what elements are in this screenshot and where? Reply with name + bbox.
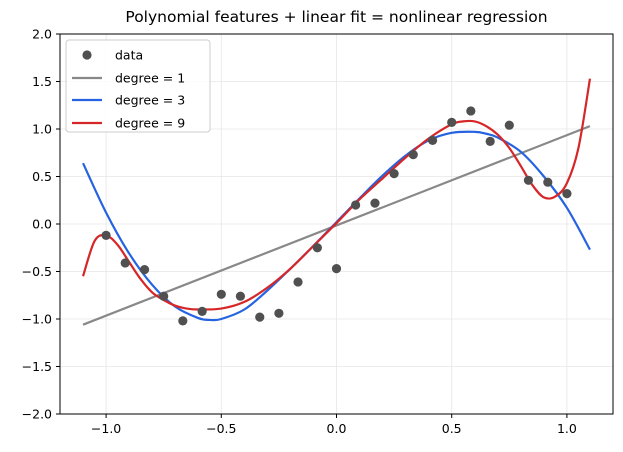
x-tick-label: 1.0 [557,421,577,436]
data-point [312,243,322,253]
data-point [447,117,457,127]
data-point [485,136,495,146]
data-point [543,177,553,187]
x-tick-label: 0.0 [327,421,347,436]
chart-title: Polynomial features + linear fit = nonli… [125,8,548,26]
data-point [562,189,572,199]
y-tick-label: 1.5 [32,74,52,89]
y-tick-label: 0.5 [32,169,52,184]
data-point [120,258,130,268]
data-point [466,106,476,116]
x-tick-label: −1.0 [91,421,121,436]
legend-box [65,39,211,133]
data-point [370,198,380,208]
data-point [274,308,284,318]
data-point [389,169,399,179]
legend-label-data: data [115,48,143,63]
x-tick-label: 0.5 [442,421,462,436]
data-point [216,289,226,299]
data-point [504,120,514,130]
data-point [331,264,342,274]
data-point [255,312,265,322]
series-line-degree-1 [82,125,591,326]
data-point [293,277,303,287]
data-point [159,291,169,301]
y-tick-label: 0.0 [32,217,52,232]
y-tick-label: 2.0 [32,27,52,42]
y-tick-label: −1.5 [22,359,52,374]
y-tick-label: −0.5 [22,264,52,279]
legend-label-degree-3: degree = 3 [115,93,185,108]
data-point [523,175,534,185]
data-point [139,265,150,275]
data-point [197,306,207,316]
y-tick-label: −2.0 [22,407,52,422]
legend-marker-data [82,50,92,60]
legend-label-degree-1: degree = 1 [115,71,185,86]
legend-label-degree-9: degree = 9 [115,116,185,131]
data-point [427,135,438,145]
y-tick-label: −1.0 [22,312,52,327]
data-point [178,316,188,326]
data-point [101,230,111,240]
data-point [235,291,246,301]
y-tick-label: 1.0 [32,122,52,137]
data-point [408,150,418,160]
data-point [351,200,361,210]
x-tick-label: −0.5 [206,421,236,436]
